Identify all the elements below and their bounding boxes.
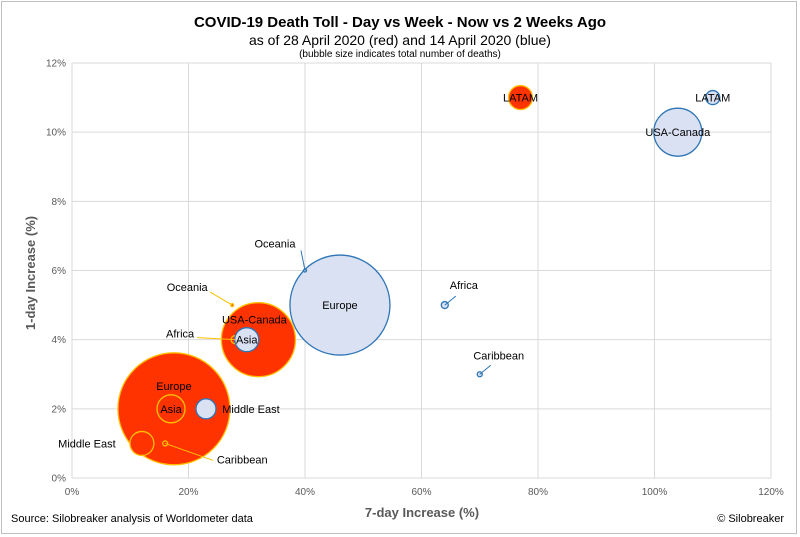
y-tick-label: 10% (46, 128, 66, 139)
series-blue-large-bubbles (289, 254, 391, 356)
source-note: Source: Silobreaker analysis of Worldome… (11, 513, 253, 525)
series-red-bubbles (117, 84, 534, 466)
x-axis-label: 7-day Increase (%) (365, 505, 479, 520)
y-tick-label: 0% (52, 474, 67, 485)
y-tick-label: 8% (52, 197, 67, 208)
leader-line (165, 442, 214, 461)
y-axis-label: 1-day Increase (%) (23, 216, 38, 330)
chart-note: (bubble size indicates total number of d… (299, 49, 501, 60)
y-tick-label: 12% (46, 59, 66, 70)
leader-line (300, 250, 306, 271)
point-label-europe: Europe (322, 300, 357, 312)
leader-line (209, 291, 233, 306)
bubble-blue-europe (289, 254, 391, 356)
point-label-asia: Asia (160, 404, 182, 416)
leader-line (197, 337, 236, 341)
point-label-usa-canada: USA-Canada (645, 127, 711, 139)
y-tick-label: 2% (52, 404, 67, 415)
x-tick-label: 0% (65, 487, 80, 498)
chart-title: COVID-19 Death Toll - Day vs Week - Now … (193, 14, 607, 31)
leader-line (444, 295, 457, 306)
chart-subtitle: as of 28 April 2020 (red) and 14 April 2… (249, 32, 551, 48)
bubble-red-middle-east (129, 430, 155, 457)
x-tick-label: 100% (642, 487, 668, 498)
point-label-latam: LATAM (503, 93, 538, 105)
point-label-oceania: Oceania (255, 239, 297, 251)
series-blue-bubbles (195, 89, 721, 420)
point-label-caribbean: Caribbean (473, 350, 524, 362)
bubble-blue-middle-east (195, 398, 217, 420)
leader-lines (165, 250, 492, 461)
y-tick-label: 4% (52, 335, 67, 346)
point-label-africa: Africa (166, 329, 195, 341)
y-tick-label: 6% (52, 266, 67, 277)
copyright: © Silobreaker (717, 513, 784, 525)
point-label-middle-east: Middle East (222, 404, 279, 416)
point-label-usa-canada: USA-Canada (222, 315, 288, 327)
point-label-europe: Europe (156, 381, 191, 393)
bubble-blue-latam (705, 89, 721, 106)
bubble-red-asia (156, 394, 186, 424)
x-tick-label: 60% (411, 487, 431, 498)
point-label-oceania: Oceania (167, 282, 209, 294)
leader-line (479, 364, 492, 375)
point-label-asia: Asia (236, 335, 258, 347)
bubble-blue-usa-canada (653, 107, 703, 157)
x-tick-label: 40% (295, 487, 315, 498)
x-tick-label: 20% (178, 487, 198, 498)
point-label-latam: LATAM (695, 93, 730, 105)
point-label-middle-east: Middle East (58, 438, 115, 450)
point-labels: Europe USA-Canada Asia Middle East LATAM Afri… (58, 93, 730, 467)
x-tick-label: 80% (528, 487, 548, 498)
bubble-red-latam (507, 84, 534, 111)
point-label-caribbean: Caribbean (217, 454, 268, 466)
tick-labels: 0% 2% 4% 6% 8% 10% 12% 0% 20% 40% 60% 80% 100% 120% (46, 59, 784, 499)
point-label-africa: Africa (450, 280, 479, 292)
x-tick-label: 120% (758, 487, 784, 498)
